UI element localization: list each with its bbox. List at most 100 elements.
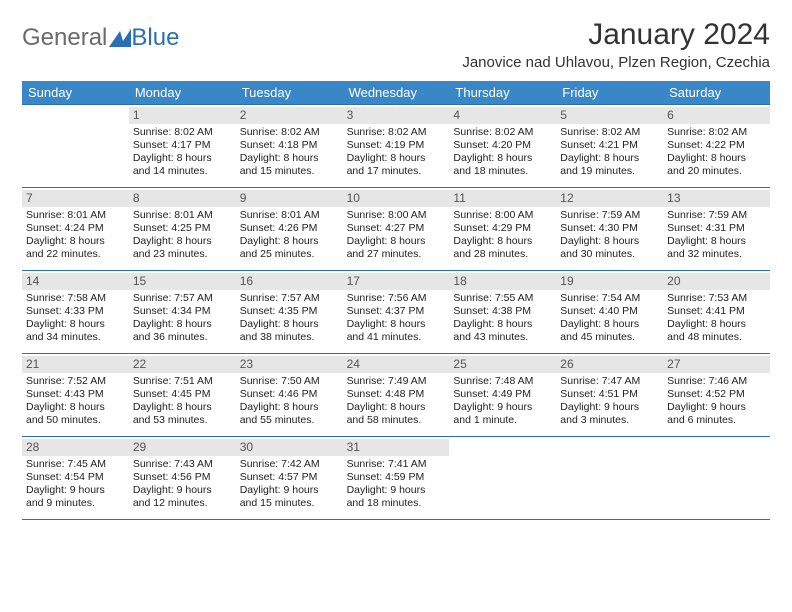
day-info-line: and 25 minutes.	[240, 248, 339, 261]
day-info-line: Daylight: 8 hours	[133, 318, 232, 331]
day-cell	[663, 437, 770, 519]
day-info-line: Sunset: 4:38 PM	[453, 305, 552, 318]
day-cell: 21Sunrise: 7:52 AMSunset: 4:43 PMDayligh…	[22, 354, 129, 436]
day-info-line: Sunset: 4:56 PM	[133, 471, 232, 484]
day-info-line: Daylight: 8 hours	[453, 318, 552, 331]
day-info-line: Sunset: 4:20 PM	[453, 139, 552, 152]
day-info-line: Daylight: 8 hours	[560, 318, 659, 331]
day-info-line: and 28 minutes.	[453, 248, 552, 261]
day-info-line: Daylight: 8 hours	[240, 152, 339, 165]
day-number: 2	[236, 107, 343, 124]
header: General Blue January 2024 Janovice nad U…	[22, 18, 770, 71]
day-info-line: Daylight: 8 hours	[453, 235, 552, 248]
day-info-line: Sunset: 4:41 PM	[667, 305, 766, 318]
day-info-line: and 48 minutes.	[667, 331, 766, 344]
day-info-line: and 27 minutes.	[347, 248, 446, 261]
day-info-line: Sunset: 4:35 PM	[240, 305, 339, 318]
day-info-line: Daylight: 8 hours	[347, 401, 446, 414]
day-number: 10	[343, 190, 450, 207]
day-number: 4	[449, 107, 556, 124]
day-cell: 26Sunrise: 7:47 AMSunset: 4:51 PMDayligh…	[556, 354, 663, 436]
day-cell: 5Sunrise: 8:02 AMSunset: 4:21 PMDaylight…	[556, 105, 663, 187]
day-info-line: and 12 minutes.	[133, 497, 232, 510]
day-info-line: Daylight: 8 hours	[347, 235, 446, 248]
day-cell: 8Sunrise: 8:01 AMSunset: 4:25 PMDaylight…	[129, 188, 236, 270]
day-cell: 10Sunrise: 8:00 AMSunset: 4:27 PMDayligh…	[343, 188, 450, 270]
day-number: 28	[22, 439, 129, 456]
day-info-line: Sunset: 4:27 PM	[347, 222, 446, 235]
day-info-line: Daylight: 8 hours	[667, 235, 766, 248]
day-info-line: Sunrise: 7:53 AM	[667, 292, 766, 305]
day-info-line: Sunset: 4:51 PM	[560, 388, 659, 401]
day-info-line: and 43 minutes.	[453, 331, 552, 344]
day-info-line: Daylight: 8 hours	[240, 401, 339, 414]
day-info-line: Sunrise: 8:01 AM	[240, 209, 339, 222]
calendar-grid: SundayMondayTuesdayWednesdayThursdayFrid…	[22, 81, 770, 520]
day-info-line: and 22 minutes.	[26, 248, 125, 261]
day-number: 13	[663, 190, 770, 207]
day-info-line: Sunset: 4:52 PM	[667, 388, 766, 401]
day-cell: 24Sunrise: 7:49 AMSunset: 4:48 PMDayligh…	[343, 354, 450, 436]
dow-cell: Monday	[129, 81, 236, 104]
day-cell: 11Sunrise: 8:00 AMSunset: 4:29 PMDayligh…	[449, 188, 556, 270]
day-number: 22	[129, 356, 236, 373]
dow-cell: Thursday	[449, 81, 556, 104]
day-number: 23	[236, 356, 343, 373]
day-cell: 28Sunrise: 7:45 AMSunset: 4:54 PMDayligh…	[22, 437, 129, 519]
day-info-line: Sunset: 4:57 PM	[240, 471, 339, 484]
day-cell: 16Sunrise: 7:57 AMSunset: 4:35 PMDayligh…	[236, 271, 343, 353]
day-info-line: Daylight: 9 hours	[133, 484, 232, 497]
brand-logo: General Blue	[22, 24, 179, 52]
month-title: January 2024	[462, 18, 770, 52]
day-info-line: Daylight: 8 hours	[26, 318, 125, 331]
day-info-line: Daylight: 8 hours	[26, 401, 125, 414]
day-info-line: Sunset: 4:43 PM	[26, 388, 125, 401]
day-info-line: and 20 minutes.	[667, 165, 766, 178]
day-number: 20	[663, 273, 770, 290]
day-info-line: and 41 minutes.	[347, 331, 446, 344]
day-info-line: Daylight: 8 hours	[133, 401, 232, 414]
day-number: 26	[556, 356, 663, 373]
day-info-line: Sunset: 4:18 PM	[240, 139, 339, 152]
day-info-line: Daylight: 8 hours	[560, 152, 659, 165]
day-info-line: Sunrise: 8:02 AM	[560, 126, 659, 139]
day-cell	[449, 437, 556, 519]
day-info-line: Sunset: 4:34 PM	[133, 305, 232, 318]
day-cell	[22, 105, 129, 187]
day-info-line: Sunset: 4:37 PM	[347, 305, 446, 318]
day-info-line: and 58 minutes.	[347, 414, 446, 427]
day-cell: 9Sunrise: 8:01 AMSunset: 4:26 PMDaylight…	[236, 188, 343, 270]
day-cell: 27Sunrise: 7:46 AMSunset: 4:52 PMDayligh…	[663, 354, 770, 436]
day-number: 25	[449, 356, 556, 373]
day-cell: 1Sunrise: 8:02 AMSunset: 4:17 PMDaylight…	[129, 105, 236, 187]
day-cell: 12Sunrise: 7:59 AMSunset: 4:30 PMDayligh…	[556, 188, 663, 270]
day-info-line: Daylight: 9 hours	[453, 401, 552, 414]
day-number: 1	[129, 107, 236, 124]
day-info-line: Daylight: 9 hours	[347, 484, 446, 497]
day-info-line: Sunrise: 8:01 AM	[26, 209, 125, 222]
dow-cell: Tuesday	[236, 81, 343, 104]
day-cell	[556, 437, 663, 519]
day-info-line: Sunset: 4:40 PM	[560, 305, 659, 318]
day-info-line: and 15 minutes.	[240, 497, 339, 510]
day-info-line: Sunset: 4:26 PM	[240, 222, 339, 235]
day-number: 7	[22, 190, 129, 207]
weeks-container: 1Sunrise: 8:02 AMSunset: 4:17 PMDaylight…	[22, 104, 770, 520]
day-number: 27	[663, 356, 770, 373]
day-info-line: and 18 minutes.	[453, 165, 552, 178]
day-info-line: Sunrise: 8:02 AM	[240, 126, 339, 139]
day-info-line: Sunrise: 7:47 AM	[560, 375, 659, 388]
day-info-line: Sunrise: 7:46 AM	[667, 375, 766, 388]
day-cell: 3Sunrise: 8:02 AMSunset: 4:19 PMDaylight…	[343, 105, 450, 187]
day-number: 12	[556, 190, 663, 207]
day-info-line: Sunrise: 7:59 AM	[560, 209, 659, 222]
day-info-line: Sunset: 4:24 PM	[26, 222, 125, 235]
day-info-line: Sunset: 4:31 PM	[667, 222, 766, 235]
day-info-line: Sunrise: 7:57 AM	[133, 292, 232, 305]
day-number: 19	[556, 273, 663, 290]
day-info-line: Sunrise: 7:51 AM	[133, 375, 232, 388]
day-info-line: and 19 minutes.	[560, 165, 659, 178]
day-info-line: Sunrise: 7:57 AM	[240, 292, 339, 305]
day-info-line: and 36 minutes.	[133, 331, 232, 344]
day-info-line: Sunset: 4:25 PM	[133, 222, 232, 235]
